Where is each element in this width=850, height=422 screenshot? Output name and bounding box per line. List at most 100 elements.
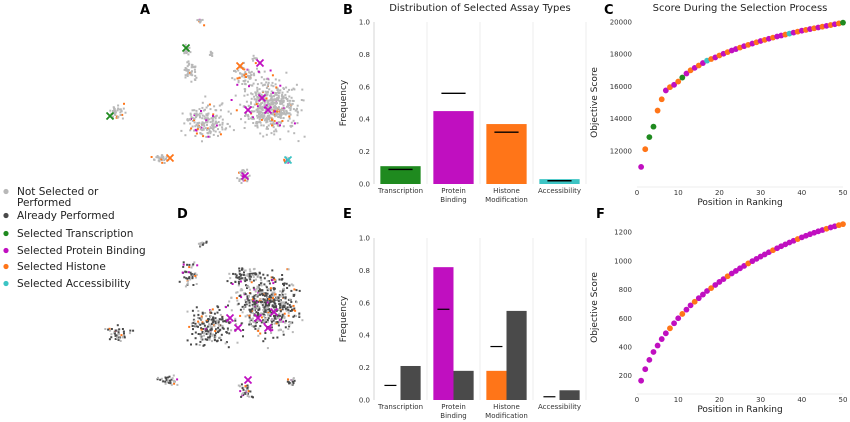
embedding-point <box>254 91 257 94</box>
score-ranking-chart: 0 10 20 30 40 50 200 400 600 800 1000 1200 Position … <box>590 221 847 415</box>
embedding-point <box>200 328 203 331</box>
embedding-point <box>265 81 268 84</box>
embedding-point <box>198 19 201 22</box>
x-tick-label: 40 <box>797 189 806 197</box>
embedding-point <box>117 116 120 119</box>
embedding-point <box>269 99 272 102</box>
embedding-point <box>273 307 276 310</box>
embedding-point <box>243 303 246 306</box>
embedding-point <box>108 338 111 341</box>
embedding-point <box>267 287 270 290</box>
embedding-point <box>160 158 163 161</box>
embedding-point <box>236 83 239 86</box>
bar-already-performed <box>506 310 527 400</box>
panel-label-d: D <box>177 207 188 222</box>
embedding-point <box>237 280 240 283</box>
embedding-point <box>298 314 301 317</box>
embedding-point <box>186 263 189 266</box>
embedding-point <box>252 286 255 289</box>
embedding-point <box>215 332 217 335</box>
embedding-point <box>214 130 217 133</box>
embedding-point <box>112 110 115 112</box>
embedding-point <box>284 296 287 299</box>
embedding-point <box>266 310 269 312</box>
embedding-point <box>271 98 274 101</box>
embedding-point <box>249 292 252 295</box>
embedding-point <box>241 305 244 308</box>
embedding-point <box>191 333 194 335</box>
embedding-point <box>185 277 188 280</box>
embedding-point <box>225 341 228 344</box>
embedding-point <box>194 272 197 275</box>
embedding-point <box>201 18 204 21</box>
embedding-point <box>200 243 202 245</box>
embedding-point <box>286 98 289 101</box>
embedding-point <box>220 339 223 342</box>
embedding-point <box>211 52 214 55</box>
embedding-point <box>114 334 117 337</box>
embedding-point <box>293 307 296 310</box>
embedding-point <box>168 375 171 378</box>
embedding-point <box>209 324 212 327</box>
embedding-point <box>260 113 263 116</box>
embedding-point <box>238 276 241 279</box>
embedding-point <box>187 71 190 73</box>
embedding-point <box>255 103 258 106</box>
embedding-point <box>230 309 233 312</box>
embedding-point <box>265 99 268 102</box>
embedding-point <box>241 83 244 85</box>
embedding-point <box>266 106 269 109</box>
embedding-point <box>286 103 289 106</box>
bar <box>539 179 580 184</box>
embedding-point <box>201 140 203 143</box>
embedding-point <box>239 314 242 317</box>
embedding-point <box>244 177 247 180</box>
embedding-point <box>262 340 265 343</box>
embedding-point <box>267 78 270 81</box>
embedding-point <box>250 117 253 120</box>
panel-label-c: C <box>604 3 614 18</box>
data-point <box>658 96 665 103</box>
embedding-point <box>201 331 204 333</box>
embedding-point <box>242 292 245 295</box>
embedding-point <box>272 85 275 88</box>
panel-label-a: A <box>140 3 150 18</box>
embedding-point <box>221 121 224 124</box>
embedding-point <box>218 131 221 134</box>
embedding-point <box>243 273 245 276</box>
legend-label: Selected Accessibility <box>17 278 130 290</box>
embedding-point <box>290 121 293 124</box>
embedding-point <box>252 317 254 320</box>
embedding-point <box>258 319 260 322</box>
embedding-point <box>227 304 229 307</box>
embedding-point <box>273 298 276 301</box>
embedding-point <box>203 334 205 337</box>
embedding-point <box>227 110 230 113</box>
embedding-point <box>212 129 215 132</box>
embedding-point <box>191 277 194 280</box>
embedding-point <box>279 102 282 105</box>
embedding-point <box>247 114 250 117</box>
embedding-point <box>292 304 295 307</box>
data-point <box>667 325 673 332</box>
embedding-point <box>260 289 262 292</box>
embedding-point <box>207 127 209 130</box>
embedding-point <box>245 392 248 395</box>
embedding-point <box>287 112 290 115</box>
embedding-point <box>282 320 285 323</box>
embedding-point <box>113 332 116 335</box>
assay-distribution-comparison-chart: 0.0 0.2 0.4 0.6 0.8 1.0 Frequency Transcription… <box>339 235 587 420</box>
embedding-point <box>277 113 280 116</box>
embedding-point <box>257 329 260 332</box>
embedding-point <box>218 329 221 332</box>
embedding-point <box>186 75 189 77</box>
embedding-point <box>260 284 263 287</box>
embedding-point <box>277 314 280 317</box>
embedding-point <box>284 96 287 99</box>
embedding-point <box>259 111 262 114</box>
embedding-point <box>109 329 112 332</box>
embedding-point <box>217 121 220 123</box>
embedding-point <box>221 324 224 327</box>
embedding-point <box>296 104 299 107</box>
embedding-point <box>266 296 269 299</box>
